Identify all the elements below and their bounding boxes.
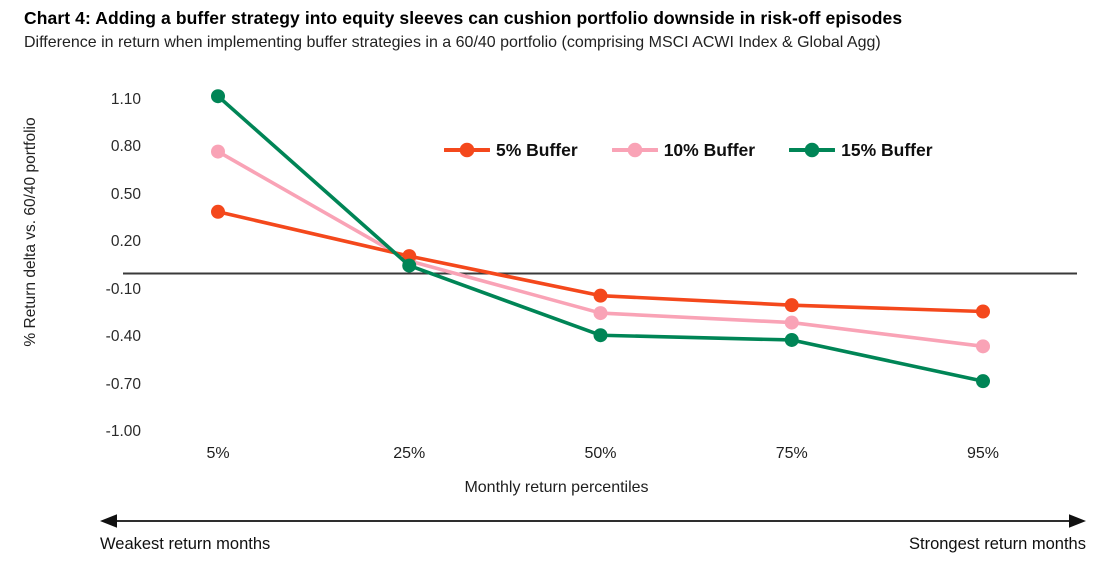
legend-label: 10% Buffer [663,139,756,160]
chart-legend: 5% Buffer 10% Buffer 15% Buffer [444,138,933,162]
data-point-10-buffer-5 [211,144,225,159]
y-tick-label: 0.80 [110,138,141,156]
data-point-15-buffer-95 [976,374,990,389]
arrow-left-head [100,514,117,528]
x-tick-label: 50% [584,445,617,462]
y-tick-label: -0.40 [105,328,141,346]
data-point-15-buffer-75 [784,332,799,347]
data-point-10-buffer-95 [976,339,990,354]
y-tick-label: -0.70 [105,375,141,393]
y-tick-label: 0.50 [110,185,141,203]
x-tick-label: 95% [966,445,1000,462]
data-point-10-buffer-50 [593,306,608,321]
data-point-15-buffer-50 [593,328,608,343]
x-axis-title: Monthly return percentiles [464,479,649,496]
data-point-5-buffer-95 [976,304,990,319]
data-point-5-buffer-75 [784,298,799,313]
x-tick-label: 25% [393,445,426,462]
y-tick-label: 0.20 [110,233,141,251]
arrow-right-head [1069,514,1086,528]
legend-marker-icon [789,142,836,158]
legend-marker-icon [444,142,490,158]
data-point-5-buffer-50 [593,288,608,303]
legend-item-5-buffer: 5% Buffer [444,140,578,161]
y-tick-label: 1.10 [110,90,141,108]
data-point-10-buffer-75 [784,315,799,330]
series-line-5-buffer [216,209,985,314]
y-axis-title: % Return delta vs. 60/40 portfolio [22,117,39,347]
legend-dot [804,142,820,158]
x-tick-label: 5% [206,445,230,462]
data-point-10-buffer-25 [402,253,417,268]
legend-item-10-buffer: 10% Buffer [611,139,756,161]
chart-subtitle: Difference in return when implementing b… [24,34,881,51]
legend-label: 15% Buffer [841,139,933,160]
legend-dot [459,142,475,158]
data-point-5-buffer-5 [211,204,225,219]
data-point-5-buffer-25 [402,249,417,264]
weakest-return-months-label: Weakest return months [100,535,271,553]
y-tick-label: -0.10 [105,280,141,298]
data-point-15-buffer-5 [211,89,225,104]
x-tick-label: 75% [775,445,808,462]
data-point-15-buffer-25 [402,258,417,273]
strongest-return-months-label: Strongest return months [908,535,1086,553]
y-tick-label: -1.00 [105,423,141,441]
legend-item-15-buffer: 15% Buffer [789,139,933,161]
legend-dot [627,142,642,158]
legend-marker-icon [611,142,658,158]
series-line-10-buffer [216,149,985,349]
legend-label: 5% Buffer [496,139,578,160]
chart-title: Chart 4: Adding a buffer strategy into e… [24,8,903,28]
